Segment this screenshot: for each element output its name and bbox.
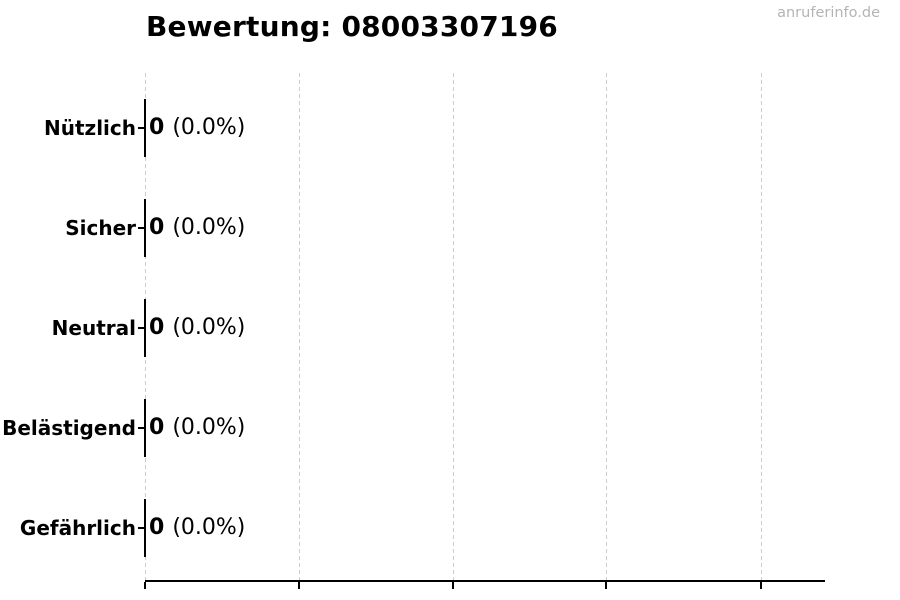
y-axis-tick [138, 227, 145, 229]
x-axis-tick [452, 582, 454, 589]
y-axis-tick [138, 127, 145, 129]
category-label-neutral: Neutral [51, 316, 136, 340]
chart-row: Gefährlich 0 (0.0%) [0, 513, 900, 543]
x-axis-tick [298, 582, 300, 589]
x-axis-tick [605, 582, 607, 589]
bar-gefaehrlich [144, 499, 146, 557]
bar-nuetzlich [144, 99, 146, 157]
chart-row: Sicher 0 (0.0%) [0, 213, 900, 243]
gridline [299, 73, 300, 580]
category-label-belaestigend: Belästigend [2, 416, 136, 440]
value-percent: (0.0%) [172, 315, 246, 340]
value-label: 0 (0.0%) [149, 115, 245, 140]
bar-neutral [144, 299, 146, 357]
gridline [761, 73, 762, 580]
y-axis-tick [138, 527, 145, 529]
gridline [606, 73, 607, 580]
chart-row: Belästigend 0 (0.0%) [0, 413, 900, 443]
bar-sicher [144, 199, 146, 257]
category-label-nuetzlich: Nützlich [44, 116, 136, 140]
category-label-sicher: Sicher [65, 216, 136, 240]
value-count: 0 [149, 315, 165, 340]
value-percent: (0.0%) [172, 215, 246, 240]
value-count: 0 [149, 115, 165, 140]
value-label: 0 (0.0%) [149, 415, 245, 440]
category-label-gefaehrlich: Gefährlich [19, 516, 136, 540]
watermark-anruferinfo: anruferinfo.de [777, 5, 880, 21]
bar-belaestigend [144, 399, 146, 457]
value-percent: (0.0%) [172, 115, 246, 140]
value-percent: (0.0%) [172, 415, 246, 440]
y-axis-tick [138, 327, 145, 329]
value-label: 0 (0.0%) [149, 315, 245, 340]
value-count: 0 [149, 215, 165, 240]
chart-title: Bewertung: 08003307196 [146, 10, 558, 43]
value-count: 0 [149, 515, 165, 540]
chart-row: Neutral 0 (0.0%) [0, 313, 900, 343]
x-axis-line [145, 580, 825, 582]
x-axis-tick [760, 582, 762, 589]
value-count: 0 [149, 415, 165, 440]
x-axis-tick [144, 582, 146, 589]
chart-row: Nützlich 0 (0.0%) [0, 113, 900, 143]
value-label: 0 (0.0%) [149, 215, 245, 240]
y-axis-tick [138, 427, 145, 429]
value-label: 0 (0.0%) [149, 515, 245, 540]
value-percent: (0.0%) [172, 515, 246, 540]
gridline [453, 73, 454, 580]
